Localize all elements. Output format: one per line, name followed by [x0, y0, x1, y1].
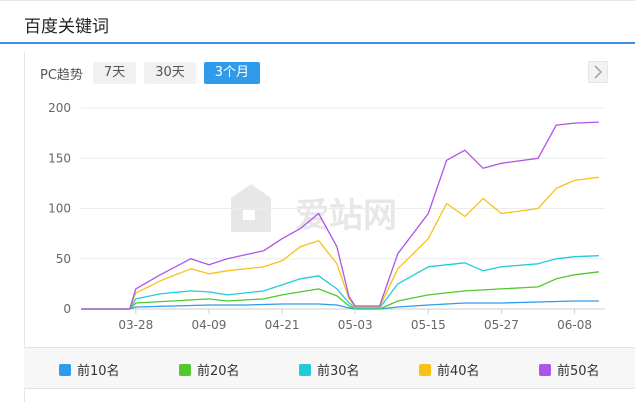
legend-label: 前30名 — [317, 364, 360, 379]
legend-item[interactable]: 前30名 — [299, 360, 360, 379]
y-tick-label: 50 — [56, 252, 71, 266]
legend-label: 前50名 — [557, 364, 600, 379]
range-30d-button[interactable]: 30天 — [144, 62, 196, 84]
x-tick-label: 03-28 — [118, 318, 153, 332]
legend-swatch — [179, 363, 191, 376]
legend-item[interactable]: 前50名 — [539, 360, 600, 379]
trend-chart: 0 50 100 150 200 03-28 04-09 04-21 05-03 05-15 05-… — [48, 101, 605, 332]
series-line — [81, 176, 599, 310]
watermark-text: 爱站网 — [295, 196, 397, 236]
chart-legend: 前10名 前20名 前30名 前40名 前50名 — [24, 347, 635, 389]
legend-swatch — [299, 363, 311, 376]
x-tick-label: 06-08 — [557, 318, 592, 332]
legend-label: 前10名 — [77, 364, 120, 379]
legend-item[interactable]: 前20名 — [179, 360, 240, 379]
legend-item[interactable]: 前40名 — [419, 360, 480, 379]
x-tick-label: 05-27 — [484, 318, 519, 332]
x-tick-label: 05-15 — [411, 318, 446, 332]
chevron-right-icon — [594, 65, 603, 79]
series-line — [81, 300, 599, 310]
series-lines — [81, 121, 599, 310]
top-divider — [0, 0, 635, 1]
legend-swatch — [539, 363, 551, 376]
range-toolbar: PC趋势 7天 30天 3个月 — [40, 62, 268, 84]
trend-panel: PC趋势 7天 30天 3个月 爱站网 0 50 100 150 200 03-28 04-… — [24, 52, 635, 402]
legend-item[interactable]: 前10名 — [59, 360, 120, 379]
y-tick-label: 150 — [48, 151, 71, 165]
range-3m-button[interactable]: 3个月 — [203, 62, 261, 84]
section-header: 百度关键词 — [0, 0, 635, 44]
series-line — [81, 121, 599, 310]
legend-label: 前40名 — [437, 364, 480, 379]
x-tick-label: 04-21 — [265, 318, 300, 332]
series-line — [81, 255, 599, 310]
legend-swatch — [419, 363, 431, 376]
x-tick-label: 04-09 — [192, 318, 227, 332]
axes: 0 50 100 150 200 03-28 04-09 04-21 05-03 05-15 05-… — [48, 101, 592, 332]
y-tick-label: 200 — [48, 101, 71, 115]
y-tick-label: 0 — [63, 302, 71, 316]
pc-trend-label: PC趋势 — [40, 67, 83, 83]
x-tick-label: 05-03 — [338, 318, 373, 332]
section-title: 百度关键词 — [24, 17, 109, 37]
next-button[interactable] — [588, 61, 608, 83]
legend-swatch — [59, 363, 71, 376]
series-line — [81, 271, 599, 310]
grid-lines — [81, 107, 605, 310]
legend-label: 前20名 — [197, 364, 240, 379]
watermark: 爱站网 — [225, 180, 445, 240]
range-7d-button[interactable]: 7天 — [92, 62, 137, 84]
y-tick-label: 100 — [48, 202, 71, 216]
